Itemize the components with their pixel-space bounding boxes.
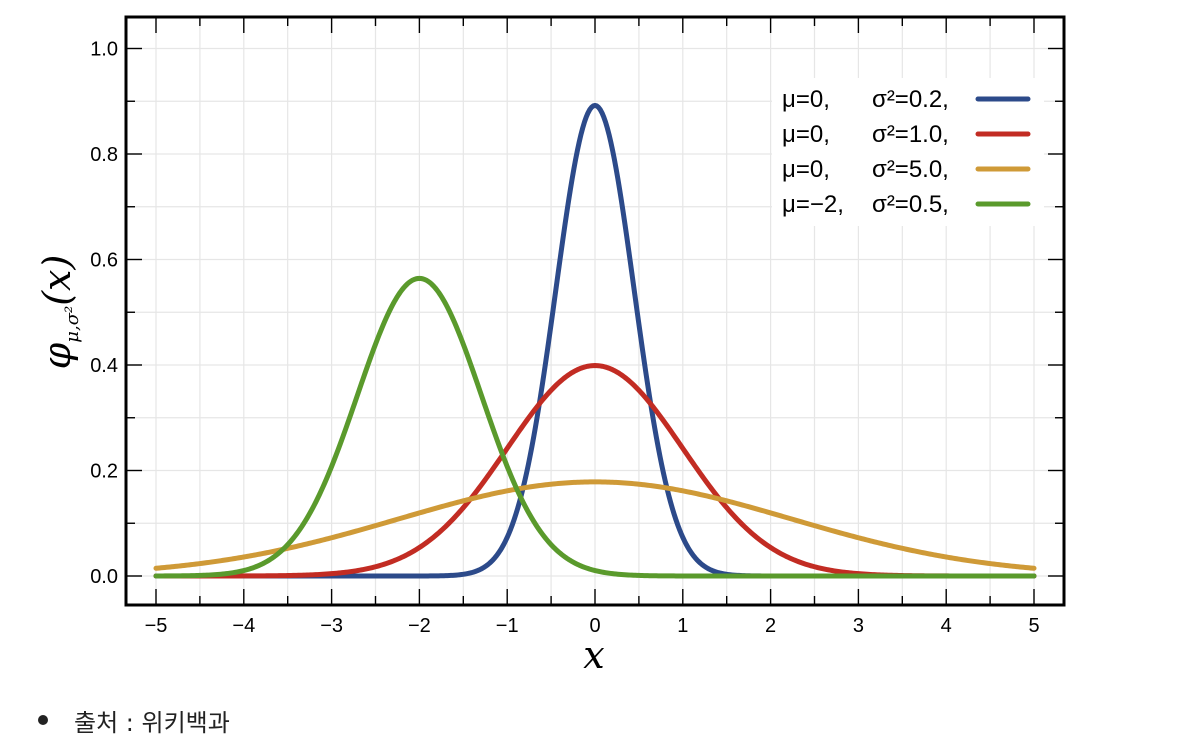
- x-tick-labels: −5 −4 −3 −2 −1 0 1 2 3 4 5: [145, 615, 1040, 637]
- legend-mu-label: μ=0,: [782, 121, 830, 148]
- y-tick-label: 0.2: [90, 461, 118, 483]
- normal-distribution-chart: −5 −4 −3 −2 −1 0 1 2 3 4 5 0.0 0.2 0.4 0.6 0.8 1.0 μ=0,…: [35, 15, 1066, 677]
- series-curves: [153, 102, 1037, 579]
- x-tick-label: 0: [589, 615, 600, 637]
- series-curve-3: [153, 479, 1037, 571]
- legend-background: [772, 78, 1044, 226]
- source-caption: 출처 : 위키백과: [38, 700, 230, 740]
- y-tick-label: 0.8: [90, 144, 118, 166]
- x-tick-label: 3: [853, 615, 864, 637]
- x-axis-label: x: [583, 633, 604, 677]
- caption-text: 출처 : 위키백과: [74, 708, 230, 737]
- axis-ticks: [126, 17, 1064, 605]
- legend-sigma-label: σ²=5.0,: [872, 156, 949, 183]
- x-tick-label: −3: [320, 615, 343, 637]
- y-axis-label-main: φ: [35, 342, 79, 369]
- plot-frame: [124, 15, 1066, 607]
- y-tick-label: 0.0: [90, 566, 118, 588]
- legend-sigma-label: σ²=0.5,: [872, 191, 949, 218]
- x-tick-label: −5: [145, 615, 168, 637]
- bullet-icon: [38, 715, 48, 725]
- x-tick-label: −2: [408, 615, 431, 637]
- y-tick-label: 0.6: [90, 250, 118, 272]
- legend-mu-label: μ=0,: [782, 86, 830, 113]
- series-curve-4: [153, 275, 1037, 579]
- x-tick-label: 2: [765, 615, 776, 637]
- y-axis-label-arg: (x): [35, 255, 79, 306]
- legend: μ=0, σ²=0.2, μ=0, σ²=1.0, μ=0, σ²=5.0, μ=−2, σ²…: [772, 78, 1044, 226]
- y-tick-label: 0.4: [90, 355, 118, 377]
- x-tick-label: −4: [232, 615, 255, 637]
- y-tick-label: 1.0: [90, 39, 118, 61]
- svg-text:φμ,σ²(x): φμ,σ²(x): [35, 255, 83, 370]
- y-axis-label: φμ,σ²(x): [35, 255, 83, 370]
- legend-mu-label: μ=−2,: [782, 191, 844, 218]
- legend-sigma-label: σ²=1.0,: [872, 121, 949, 148]
- y-axis-label-subscript: μ,σ²: [62, 306, 83, 343]
- x-tick-label: 1: [677, 615, 688, 637]
- x-tick-label: 5: [1028, 615, 1039, 637]
- x-tick-label: −1: [496, 615, 519, 637]
- legend-sigma-label: σ²=0.2,: [872, 86, 949, 113]
- y-tick-labels: 0.0 0.2 0.4 0.6 0.8 1.0: [90, 39, 118, 589]
- legend-mu-label: μ=0,: [782, 156, 830, 183]
- x-tick-label: 4: [941, 615, 952, 637]
